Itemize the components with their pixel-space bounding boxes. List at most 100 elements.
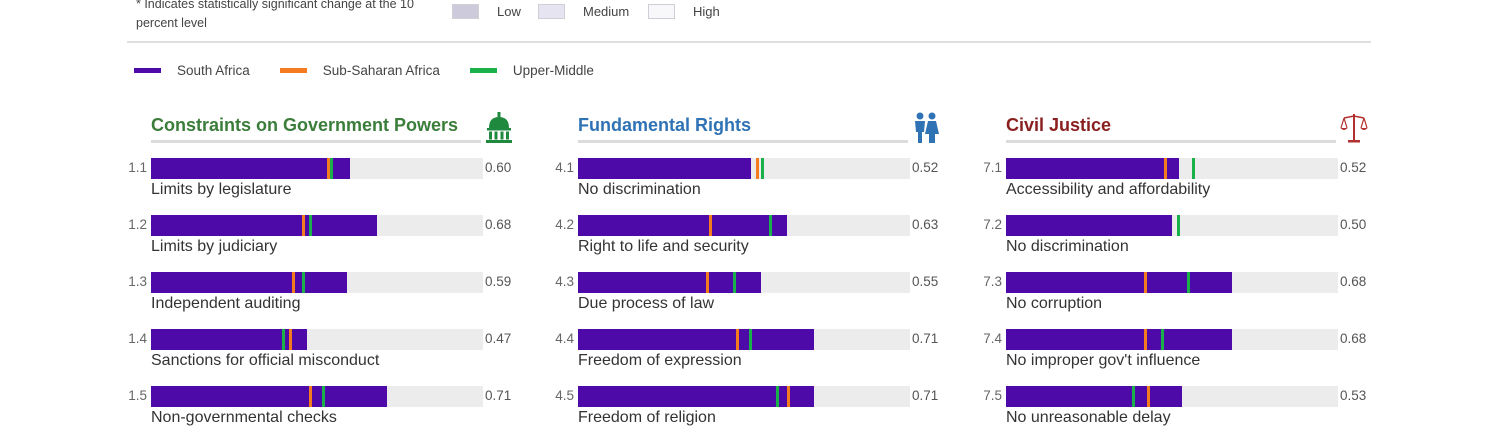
sub-saharan-africa-marker [1143,329,1147,350]
bar-track [151,329,483,350]
indicator-score: 0.63 [912,217,939,232]
upper-middle-marker [732,272,736,293]
indicator-label: Accessibility and affordability [1006,181,1211,198]
indicator-label: No improper gov't influence [1006,352,1201,369]
indicator-row: 4.2 0.63 Right to life and security [554,215,974,272]
indicator-number: 7.3 [983,274,1002,289]
indicator-number: 4.5 [555,388,574,403]
indicator-score: 0.55 [912,274,939,289]
sub-saharan-africa-marker [292,272,296,293]
indicator-score: 0.68 [485,217,512,232]
indicator-row: 4.5 0.71 Freedom of religion [554,386,974,443]
key-high-swatch [648,4,675,19]
panel-title-underline [151,140,481,143]
indicator-number: 7.1 [983,160,1002,175]
key-medium: Medium [538,4,629,19]
indicator-score: 0.68 [1340,274,1367,289]
south-africa-bar [578,272,761,293]
upper-middle-marker [1187,272,1191,293]
upper-middle-marker [1132,386,1136,407]
indicator-label: No discrimination [1006,238,1129,255]
key-low-swatch [452,4,479,19]
panel-constraints-on-government-powers: Constraints on Government Powers 1.1 0.60… [127,110,547,430]
bar-track [1006,386,1338,407]
indicator-row: 7.2 0.50 No discrimination [982,215,1402,272]
upper-middle-marker [1177,215,1181,236]
south-africa-bar [578,386,814,407]
indicator-label: No corruption [1006,295,1103,312]
indicator-label: Right to life and security [578,238,749,255]
sub-saharan-africa-marker [709,215,713,236]
indicator-number: 7.5 [983,388,1002,403]
south-africa-bar [578,158,751,179]
header-divider [127,41,1371,43]
sub-saharan-africa-marker [1143,272,1147,293]
sub-saharan-africa-marker [1163,158,1167,179]
indicator-score: 0.53 [1340,388,1367,403]
legend-sub-saharan-africa: Sub-Saharan Africa [279,63,440,78]
indicator-row: 4.3 0.55 Due process of law [554,272,974,329]
south-africa-bar [151,158,351,179]
upper-middle-marker [749,329,753,350]
indicator-label: Freedom of expression [578,352,742,369]
indicator-number: 4.1 [555,160,574,175]
indicator-label: Independent auditing [151,295,301,312]
indicator-label: Due process of law [578,295,715,312]
upper-middle-marker [302,272,306,293]
bar-track [578,272,910,293]
legend-upper-middle: Upper-Middle [469,63,594,78]
scales-icon [1340,114,1368,143]
indicator-label: Freedom of religion [578,409,716,426]
bar-track [578,329,910,350]
indicator-row: 7.5 0.53 No unreasonable delay [982,386,1402,443]
legend-south-africa-marker [134,68,161,73]
panel-title: Civil Justice [1006,115,1112,135]
legend-upper-middle-marker [469,68,497,73]
indicator-row: 1.4 0.47 Sanctions for official misconduct [127,329,547,386]
upper-middle-marker [760,158,764,179]
south-africa-bar [578,329,814,350]
upper-middle-marker [330,158,334,179]
indicator-number: 4.2 [555,217,574,232]
south-africa-bar [1006,386,1182,407]
indicator-score: 0.52 [912,160,939,175]
south-africa-bar [151,272,347,293]
south-africa-bar [151,215,377,236]
bar-track [1006,329,1338,350]
key-medium-label: Medium [583,4,630,19]
indicator-number: 1.2 [128,217,147,232]
bar-track [151,272,483,293]
significance-note: * Indicates statistically significant ch… [136,0,414,30]
indicator-number: 1.1 [128,160,147,175]
bar-track [1006,272,1338,293]
indicator-row: 1.1 0.60 Limits by legislature [127,158,547,215]
indicator-number: 4.3 [555,274,574,289]
series-legend: South Africa Sub-Saharan Africa Upper-Mi… [134,63,624,78]
sub-saharan-africa-marker [288,329,292,350]
indicator-score: 0.71 [912,331,939,346]
legend-ssa-marker [279,68,307,73]
sub-saharan-africa-marker [1147,386,1151,407]
indicator-number: 1.4 [128,331,147,346]
indicator-score: 0.68 [1340,331,1367,346]
sub-saharan-africa-marker [302,215,306,236]
indicator-row: 4.1 0.52 No discrimination [554,158,974,215]
south-africa-bar [1006,272,1232,293]
key-low-label: Low [497,4,521,19]
sub-saharan-africa-marker [735,329,739,350]
panel-title-underline [1006,140,1336,143]
indicator-row: 1.3 0.59 Independent auditing [127,272,547,329]
legend-ssa-label: Sub-Saharan Africa [322,63,440,78]
indicator-row: 7.1 0.52 Accessibility and affordability [982,158,1402,215]
legend-south-africa: South Africa [134,63,250,78]
people-icon [915,112,939,143]
bar-track [578,215,910,236]
sub-saharan-africa-marker [755,158,759,179]
indicator-label: No discrimination [578,181,701,198]
bar-track [151,386,483,407]
upper-middle-marker [769,215,773,236]
south-africa-bar [578,215,788,236]
upper-middle-marker [282,329,286,350]
indicator-row: 1.5 0.71 Non-governmental checks [127,386,547,443]
panel-title: Fundamental Rights [578,115,752,135]
